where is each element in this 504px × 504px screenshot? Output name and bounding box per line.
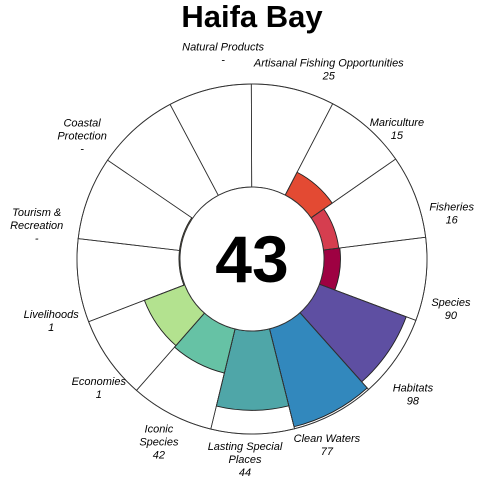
- label-name-coastal-protection: Coastal: [63, 118, 101, 130]
- label-value-habitats: 98: [407, 396, 420, 408]
- center-circle: [179, 186, 325, 332]
- center-score: 43: [215, 222, 288, 296]
- label-name-iconic-species: Species: [139, 437, 179, 449]
- label-name-natural-products: Natural Products: [182, 42, 264, 54]
- label-value-iconic-species: 42: [153, 450, 165, 462]
- label-name-iconic-species: Iconic: [145, 424, 174, 436]
- label-name-fisheries: Fisheries: [429, 201, 474, 213]
- label-value-livelihoods: 1: [48, 322, 54, 334]
- label-value-artisanal-fishing-opportunities: 25: [322, 70, 336, 82]
- label-name-economies: Economies: [72, 376, 127, 388]
- label-natural-products: Natural Products -: [182, 42, 264, 67]
- label-name-coastal-protection: Protection: [57, 131, 107, 143]
- label-value-economies: 1: [96, 389, 102, 401]
- label-lasting-special-places: Lasting Special Places 44: [208, 441, 283, 479]
- label-name-tourism-recreation: Recreation: [10, 220, 63, 232]
- label-value-mariculture: 15: [391, 130, 404, 142]
- label-name-mariculture: Mariculture: [370, 117, 424, 129]
- label-livelihoods: Livelihoods 1: [24, 309, 80, 334]
- label-name-species: Species: [431, 297, 471, 309]
- label-clean-waters: Clean Waters 77: [294, 433, 361, 458]
- label-value-natural-products: -: [221, 55, 225, 67]
- label-artisanal-fishing-opportunities: Artisanal Fishing Opportunities 25: [253, 57, 404, 82]
- label-species: Species 90: [431, 297, 471, 322]
- label-name-lasting-special-places: Lasting Special: [208, 441, 283, 453]
- petal-outline-coastal-protection: [169, 83, 253, 196]
- label-economies: Economies 1: [72, 376, 127, 401]
- label-name-habitats: Habitats: [393, 383, 434, 395]
- label-value-coastal-protection: -: [80, 144, 84, 156]
- label-value-species: 90: [445, 310, 458, 322]
- label-value-tourism-recreation: -: [35, 233, 39, 245]
- petal-outline-livelihoods: [77, 159, 194, 252]
- chart-title: Haifa Bay: [181, 0, 323, 34]
- label-coastal-protection: Coastal Protection -: [57, 118, 107, 156]
- label-value-clean-waters: 77: [321, 446, 334, 458]
- label-tourism-recreation: Tourism & Recreation -: [10, 207, 63, 245]
- label-name-artisanal-fishing-opportunities: Artisanal Fishing Opportunities: [253, 57, 404, 69]
- petal-outline-natural-products: [250, 83, 334, 196]
- label-value-lasting-special-places: 44: [239, 467, 251, 479]
- label-habitats: Habitats 98: [393, 383, 434, 408]
- label-name-livelihoods: Livelihoods: [24, 309, 80, 321]
- label-name-clean-waters: Clean Waters: [294, 433, 361, 445]
- petal-outline-tourism-recreation: [107, 103, 219, 219]
- label-name-lasting-special-places: Places: [228, 454, 262, 466]
- label-mariculture: Mariculture 15: [370, 117, 424, 142]
- label-value-fisheries: 16: [446, 214, 459, 226]
- label-name-tourism-recreation: Tourism &: [12, 207, 61, 219]
- label-fisheries: Fisheries 16: [429, 201, 474, 226]
- label-iconic-species: Iconic Species 42: [139, 424, 179, 462]
